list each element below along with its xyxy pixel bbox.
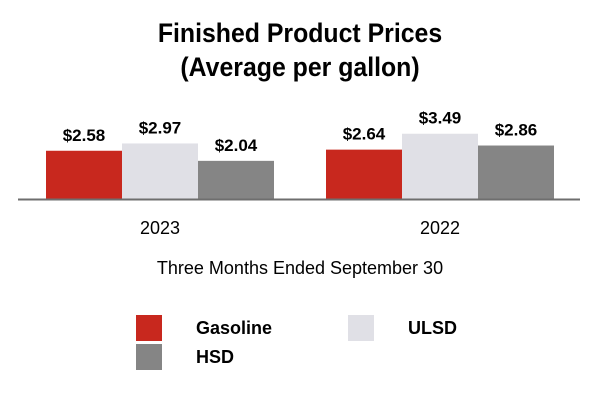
legend-label-hsd: HSD xyxy=(196,347,235,367)
bar-ulsd-2023 xyxy=(122,143,198,199)
category-label-2023: 2023 xyxy=(140,218,180,238)
legend-swatch-gasoline xyxy=(136,315,162,341)
legend-label-ulsd: ULSD xyxy=(408,318,457,338)
legend-swatch-hsd xyxy=(136,344,162,370)
bar-gasoline-2022 xyxy=(326,149,402,199)
chart-title: Finished Product Prices (Average per gal… xyxy=(24,16,576,84)
data-label-gasoline-2022: $2.64 xyxy=(343,125,386,144)
bar-hsd-2023 xyxy=(198,160,274,199)
data-label-hsd-2022: $2.86 xyxy=(495,121,538,140)
data-label-ulsd-2022: $3.49 xyxy=(419,109,462,128)
category-label-2022: 2022 xyxy=(420,218,460,238)
x-axis-title: Three Months Ended September 30 xyxy=(157,258,443,278)
bar-hsd-2022 xyxy=(478,145,554,199)
bar-gasoline-2023 xyxy=(46,150,122,199)
data-label-gasoline-2023: $2.58 xyxy=(63,126,106,145)
chart-title-line-2: (Average per gallon) xyxy=(180,52,420,82)
data-label-hsd-2023: $2.04 xyxy=(215,136,258,155)
legend-swatch-ulsd xyxy=(348,315,374,341)
legend-label-gasoline: Gasoline xyxy=(196,318,273,338)
chart-title-line-1: Finished Product Prices xyxy=(157,18,443,48)
data-label-ulsd-2023: $2.97 xyxy=(139,118,182,137)
bar-ulsd-2022 xyxy=(402,133,478,199)
